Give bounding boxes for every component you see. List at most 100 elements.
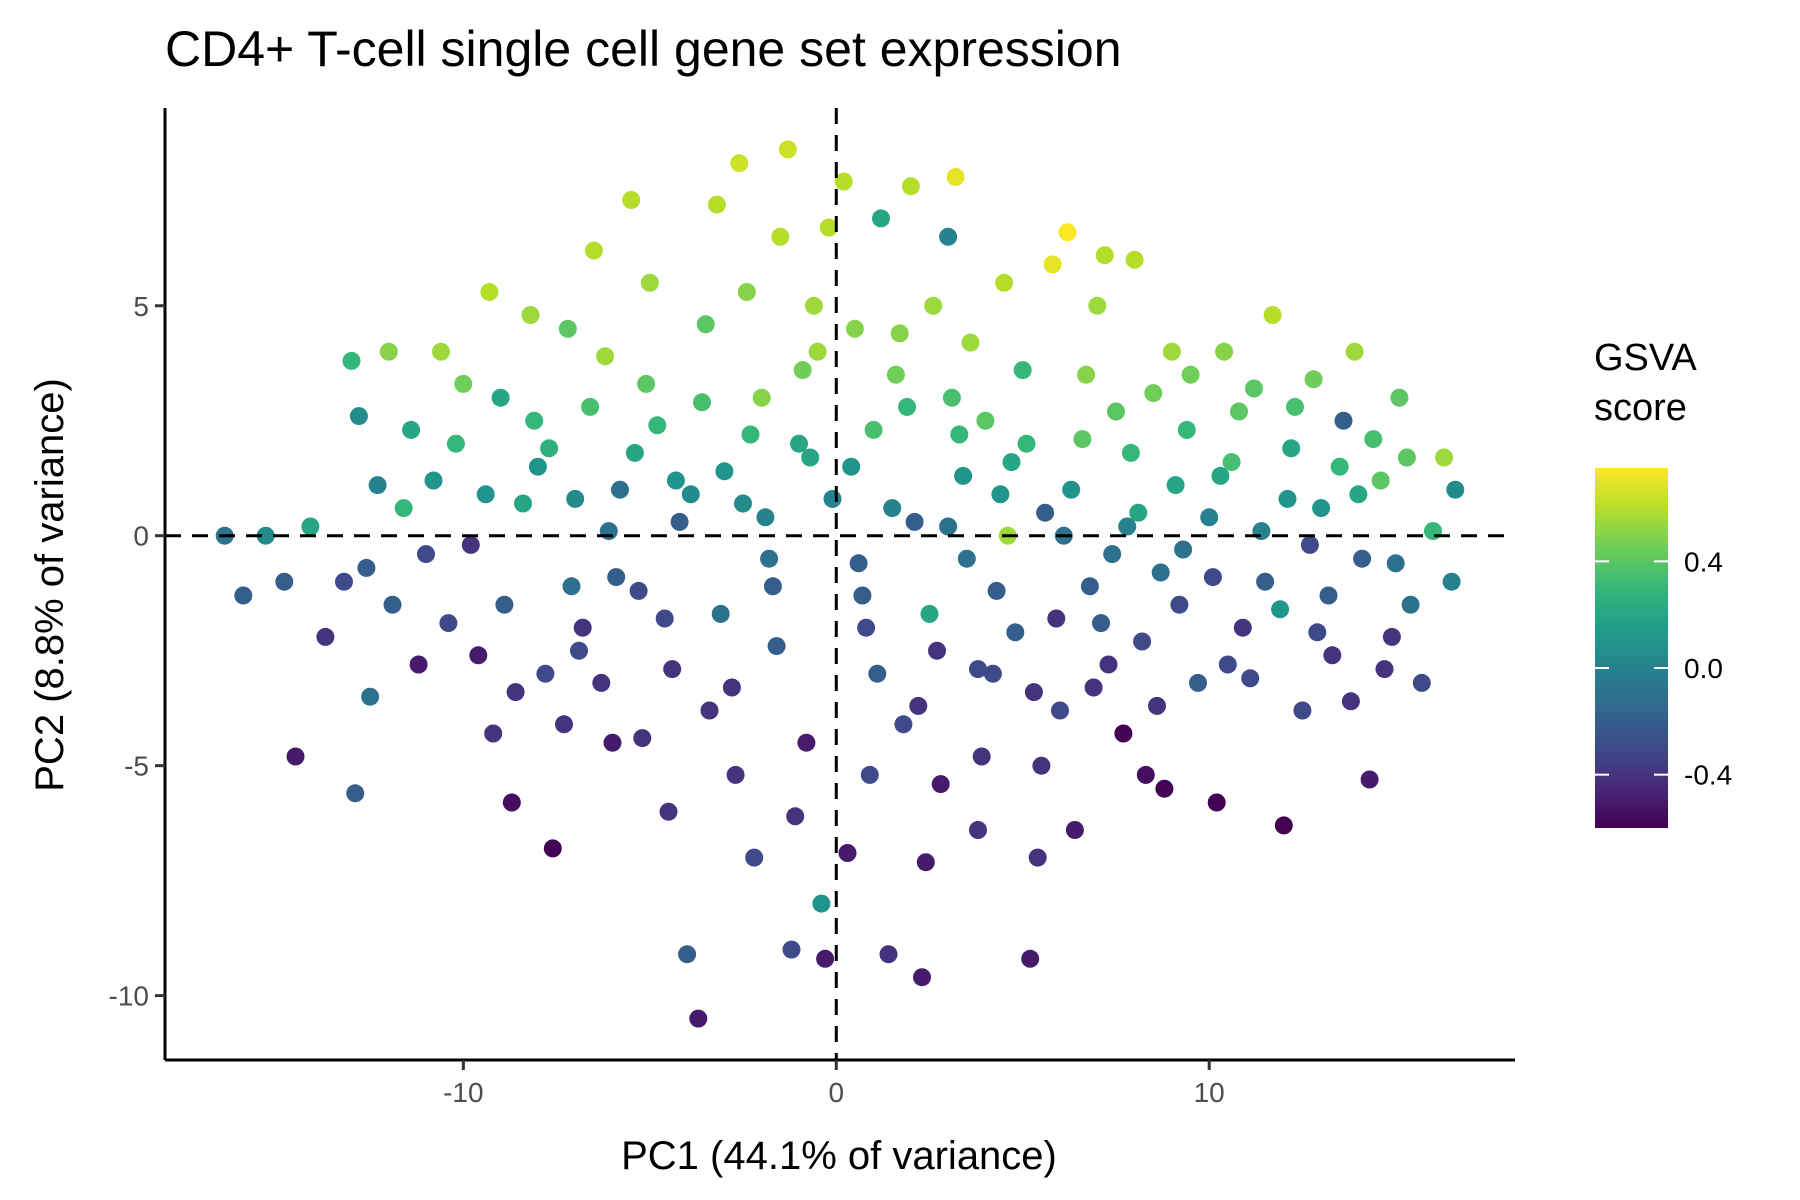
data-point bbox=[752, 388, 771, 407]
data-point bbox=[1397, 448, 1416, 467]
data-point bbox=[234, 586, 253, 605]
data-point bbox=[1166, 476, 1185, 495]
colorbar-tick-label: -0.4 bbox=[1684, 760, 1732, 791]
data-point bbox=[1043, 255, 1062, 274]
data-point bbox=[1245, 379, 1263, 398]
data-point bbox=[1058, 223, 1077, 242]
data-point bbox=[540, 439, 559, 458]
data-point bbox=[655, 609, 674, 628]
data-point bbox=[1412, 673, 1431, 692]
data-point bbox=[1080, 577, 1099, 596]
data-point bbox=[1148, 696, 1166, 715]
data-point bbox=[607, 568, 626, 587]
data-point bbox=[361, 687, 380, 706]
data-point bbox=[625, 443, 644, 462]
data-point bbox=[991, 485, 1010, 504]
data-point bbox=[1092, 614, 1110, 633]
data-point bbox=[804, 296, 823, 315]
data-point bbox=[286, 747, 305, 766]
data-point bbox=[961, 333, 980, 352]
data-points bbox=[215, 140, 1465, 1028]
data-point bbox=[1177, 420, 1196, 439]
data-point bbox=[860, 765, 879, 784]
data-point bbox=[1263, 306, 1282, 324]
data-point bbox=[816, 949, 835, 968]
data-point bbox=[1375, 660, 1394, 679]
data-point bbox=[506, 683, 525, 702]
data-point bbox=[599, 522, 618, 541]
data-point bbox=[581, 397, 600, 416]
data-point bbox=[603, 733, 622, 752]
data-point bbox=[942, 388, 961, 407]
data-point bbox=[1200, 508, 1219, 527]
data-point bbox=[1144, 384, 1163, 403]
data-point bbox=[1282, 439, 1301, 458]
data-point bbox=[491, 388, 510, 407]
data-point bbox=[928, 641, 946, 660]
data-point bbox=[432, 342, 450, 361]
data-point bbox=[1386, 554, 1405, 573]
data-point bbox=[1241, 669, 1260, 688]
data-point bbox=[1304, 370, 1323, 389]
data-point bbox=[700, 701, 719, 720]
data-point bbox=[629, 581, 648, 600]
data-point bbox=[972, 747, 991, 766]
data-point bbox=[1319, 586, 1338, 605]
data-point bbox=[394, 499, 413, 518]
data-point bbox=[745, 848, 764, 867]
data-point bbox=[1364, 430, 1383, 449]
data-point bbox=[1360, 770, 1379, 789]
data-point bbox=[446, 434, 465, 453]
data-point bbox=[1095, 246, 1114, 265]
data-point bbox=[1382, 627, 1401, 646]
data-point bbox=[316, 627, 335, 646]
data-point bbox=[786, 807, 805, 826]
data-point bbox=[1103, 545, 1122, 564]
x-tick-label: 10 bbox=[1194, 1077, 1225, 1108]
legend-title-line-1: GSVA bbox=[1594, 337, 1697, 379]
data-point bbox=[920, 604, 939, 623]
data-point bbox=[368, 476, 387, 495]
data-point bbox=[838, 844, 857, 862]
data-point bbox=[1211, 466, 1230, 485]
x-axis-title: PC1 (44.1% of variance) bbox=[621, 1134, 1057, 1178]
data-point bbox=[1323, 646, 1342, 665]
chart-title: CD4+ T-cell single cell gene set express… bbox=[165, 21, 1122, 77]
data-point bbox=[760, 549, 779, 568]
data-point bbox=[678, 945, 697, 964]
data-point bbox=[1077, 365, 1096, 384]
data-point bbox=[756, 508, 775, 527]
data-point bbox=[640, 273, 659, 292]
data-point bbox=[521, 306, 540, 324]
data-point bbox=[931, 775, 950, 794]
data-point bbox=[1017, 434, 1036, 453]
data-point bbox=[256, 526, 275, 545]
data-point bbox=[1084, 678, 1103, 697]
data-point bbox=[424, 471, 443, 490]
data-point bbox=[402, 420, 421, 439]
data-point bbox=[1170, 595, 1189, 614]
data-point bbox=[357, 558, 376, 577]
data-point bbox=[1013, 361, 1032, 380]
data-point bbox=[1065, 821, 1084, 839]
data-point bbox=[622, 191, 641, 209]
data-point bbox=[939, 517, 958, 536]
data-point bbox=[454, 374, 473, 393]
data-point bbox=[1088, 296, 1107, 315]
data-point bbox=[868, 664, 887, 683]
data-point bbox=[476, 485, 495, 504]
data-point bbox=[849, 554, 868, 573]
data-point bbox=[969, 821, 987, 839]
data-point bbox=[707, 195, 726, 214]
data-point bbox=[1006, 623, 1025, 642]
data-point bbox=[883, 499, 902, 518]
data-point bbox=[898, 397, 917, 416]
data-point bbox=[379, 342, 398, 361]
data-point bbox=[790, 434, 808, 453]
data-point bbox=[924, 296, 943, 315]
data-point bbox=[1073, 430, 1092, 449]
data-point bbox=[1424, 522, 1442, 541]
data-point bbox=[1024, 683, 1043, 702]
data-point bbox=[346, 784, 365, 803]
data-point bbox=[726, 765, 745, 784]
